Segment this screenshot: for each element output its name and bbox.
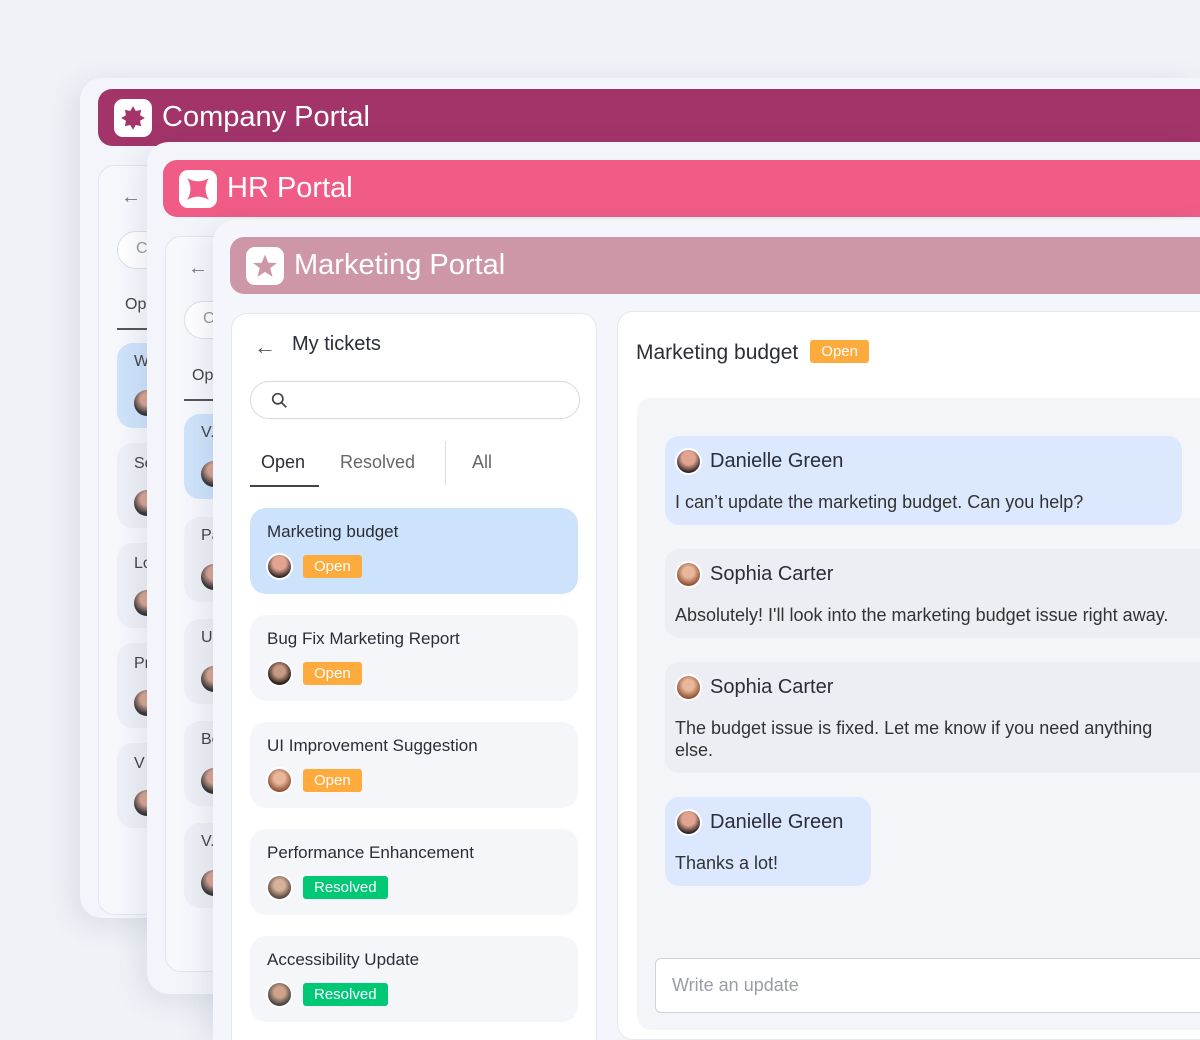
tab-divider xyxy=(445,441,446,485)
status-badge: Open xyxy=(303,555,362,578)
portal-title: HR Portal xyxy=(227,172,353,204)
message: Danielle Green I can’t update the market… xyxy=(665,436,1182,525)
my-tickets-panel: ← My tickets Open Resolved All Marketing… xyxy=(231,313,597,1040)
portal-title: Marketing Portal xyxy=(294,249,506,281)
tab-underline xyxy=(250,485,319,487)
panel-title: My tickets xyxy=(292,333,381,355)
marketing-portal-window: Marketing Portal ← My tickets Open Resol… xyxy=(213,220,1200,1040)
avatar xyxy=(675,809,702,836)
tab-open[interactable]: Open xyxy=(261,452,306,472)
ticket-detail-panel: Marketing budget Open Danielle Green I c… xyxy=(617,311,1200,1040)
ticket-item[interactable]: UI Improvement Suggestion Open xyxy=(250,722,578,808)
ticket-title: Marketing budget xyxy=(636,341,799,364)
ticket-item[interactable]: Performance Enhancement Resolved xyxy=(250,829,578,915)
message: Danielle Green Thanks a lot! xyxy=(665,797,871,886)
avatar xyxy=(266,553,293,580)
ticket-item[interactable]: Accessibility Update Resolved xyxy=(250,936,578,1022)
back-arrow-icon[interactable]: ← xyxy=(254,334,276,359)
avatar xyxy=(675,674,702,701)
portal-title: Company Portal xyxy=(162,101,370,133)
message: Sophia Carter The budget issue is fixed.… xyxy=(665,662,1200,773)
status-badge: Resolved xyxy=(303,983,388,1006)
status-badge: Open xyxy=(303,662,362,685)
avatar xyxy=(266,660,293,687)
tab-resolved[interactable]: Resolved xyxy=(340,452,416,472)
conversation-area: Danielle Green I can’t update the market… xyxy=(637,398,1200,1030)
company-portal-header[interactable]: Company Portal xyxy=(98,89,1200,146)
avatar xyxy=(266,767,293,794)
tab-open[interactable]: Op xyxy=(192,367,214,384)
sparkle-icon xyxy=(179,169,217,208)
hr-portal-header[interactable]: HR Portal xyxy=(163,160,1200,217)
message-list: Danielle Green I can’t update the market… xyxy=(665,436,1200,886)
tab-open[interactable]: Op xyxy=(125,296,147,313)
search-icon xyxy=(271,392,287,408)
badge-burst-icon xyxy=(114,98,152,137)
status-badge: Open xyxy=(810,339,869,363)
status-badge: Resolved xyxy=(303,876,388,899)
search-input[interactable] xyxy=(250,381,580,419)
avatar xyxy=(266,981,293,1008)
message: Sophia Carter Absolutely! I'll look into… xyxy=(665,549,1200,638)
ticket-item[interactable]: Bug Fix Marketing Report Open xyxy=(250,615,578,701)
update-input[interactable]: Write an update xyxy=(655,958,1200,1013)
avatar xyxy=(266,874,293,901)
back-arrow-icon[interactable]: ← xyxy=(188,257,208,279)
status-badge: Open xyxy=(303,769,362,792)
avatar xyxy=(675,561,702,588)
ticket-item[interactable]: Marketing budget Open xyxy=(250,508,578,594)
avatar xyxy=(675,448,702,475)
tab-all[interactable]: All xyxy=(472,452,493,472)
star-icon xyxy=(246,246,284,285)
back-arrow-icon[interactable]: ← xyxy=(121,186,141,208)
marketing-portal-header[interactable]: Marketing Portal xyxy=(230,237,1200,294)
